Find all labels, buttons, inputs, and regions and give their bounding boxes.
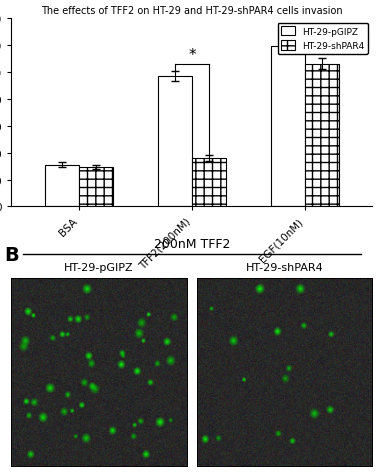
Bar — [192, 159, 226, 207]
Text: B: B — [4, 245, 19, 264]
Bar — [45, 166, 79, 207]
Title: The effects of TFF2 on HT-29 and HT-29-shPAR4 cells invasion: The effects of TFF2 on HT-29 and HT-29-s… — [41, 6, 343, 16]
Text: 200nM TFF2: 200nM TFF2 — [154, 238, 230, 251]
Legend: HT-29-pGIPZ, HT-29-shPAR4: HT-29-pGIPZ, HT-29-shPAR4 — [278, 23, 368, 55]
Text: HT-29-shPAR4: HT-29-shPAR4 — [246, 263, 324, 273]
Text: HT-29-pGIPZ: HT-29-pGIPZ — [64, 263, 134, 273]
Bar — [271, 47, 305, 207]
Text: *: * — [188, 49, 196, 63]
Bar — [158, 77, 192, 207]
Bar — [305, 65, 339, 207]
Bar — [79, 168, 113, 207]
